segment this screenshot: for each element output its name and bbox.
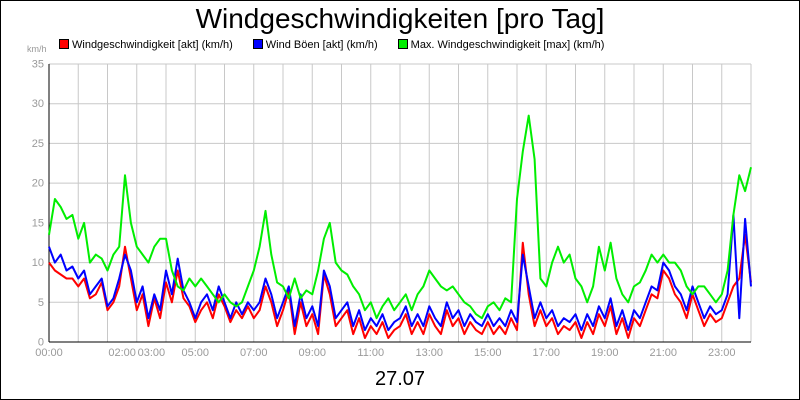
x-tick-label-9: 17:00 (532, 347, 560, 359)
x-tick-label-5: 09:00 (298, 347, 326, 359)
x-tick-label-7: 13:00 (415, 347, 443, 359)
legend-label-0: Windgeschwindigkeit [akt] (km/h) (72, 39, 233, 51)
x-tick-label-1: 02:00 (108, 347, 136, 359)
legend-item-2: Max. Windgeschwindigkeit [max] (km/h) (397, 39, 605, 51)
legend-swatch-2 (397, 39, 408, 49)
series-line-0 (48, 233, 752, 339)
legend-label-1: Wind Böen [akt] (km/h) (265, 39, 378, 51)
legend-item-1: Wind Böen [akt] (km/h) (252, 39, 378, 51)
y-tick-label-2: 10 (32, 257, 44, 269)
x-tick-label-2: 03:00 (138, 347, 166, 359)
x-tick-label-12: 23:00 (708, 347, 736, 359)
series-line-1 (48, 213, 752, 332)
legend-swatch-1 (252, 39, 263, 49)
y-tick-label-4: 20 (32, 178, 44, 190)
legend-swatch-0 (59, 39, 69, 49)
x-tick-label-11: 21:00 (649, 347, 677, 359)
y-axis-unit-label: km/h (27, 44, 47, 54)
x-tick-label-10: 19:00 (591, 347, 619, 359)
x-tick-label-6: 11:00 (357, 347, 384, 359)
legend-item-0: Windgeschwindigkeit [akt] (km/h) (59, 39, 233, 51)
x-tick-label-4: 07:00 (240, 347, 268, 359)
y-tick-label-5: 25 (32, 138, 44, 150)
y-tick-label-1: 5 (38, 297, 44, 309)
y-tick-label-7: 35 (32, 59, 44, 71)
series-line-2 (48, 114, 752, 320)
y-tick-label-6: 30 (32, 98, 44, 110)
chart-title: Windgeschwindigkeiten [pro Tag] (195, 3, 605, 34)
x-tick-label-0: 00:00 (35, 347, 63, 359)
date-label: 27.07 (374, 368, 426, 390)
x-tick-label-3: 05:00 (181, 347, 209, 359)
y-tick-label-0: 0 (38, 337, 44, 349)
y-tick-label-3: 15 (32, 217, 44, 229)
legend: Windgeschwindigkeit [akt] (km/h) Wind Böe… (59, 39, 624, 51)
legend-label-2: Max. Windgeschwindigkeit [max] (km/h) (410, 39, 605, 51)
x-tick-label-8: 15:00 (474, 347, 502, 359)
